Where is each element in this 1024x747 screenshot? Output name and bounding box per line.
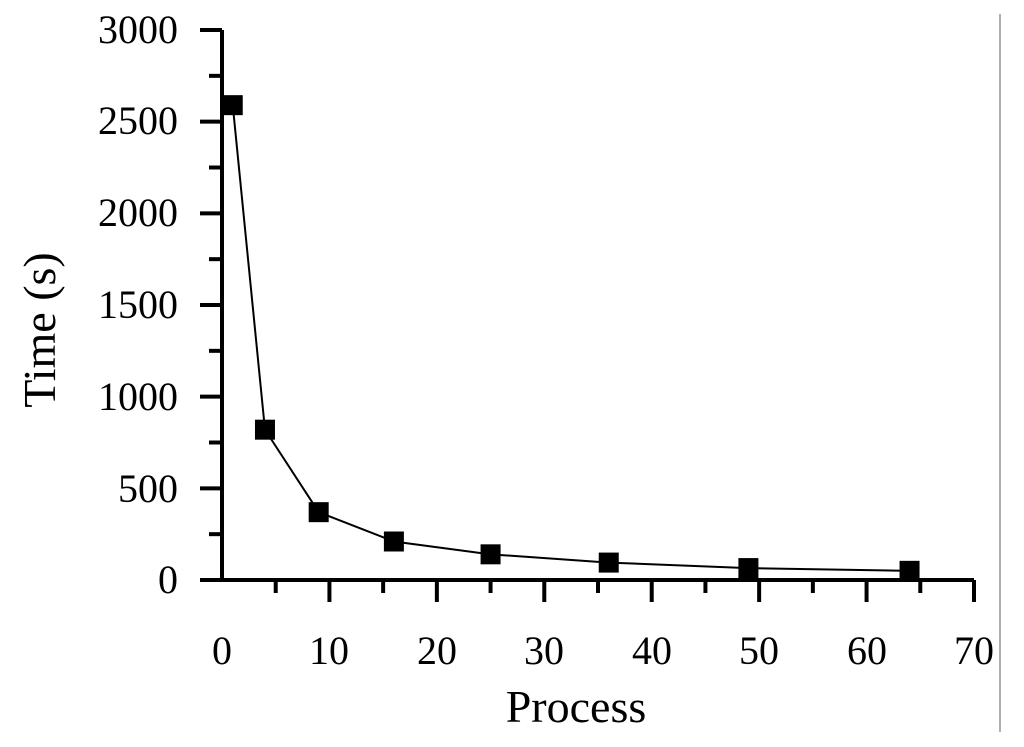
plot-area bbox=[200, 28, 976, 602]
data-point-1 bbox=[254, 419, 275, 440]
y-tick-label-500: 500 bbox=[118, 466, 178, 511]
y-axis-title: Time (s) bbox=[14, 252, 65, 408]
x-tick-label-70: 70 bbox=[954, 628, 994, 673]
y-tick-label-3000: 3000 bbox=[98, 7, 178, 52]
data-point-3 bbox=[383, 531, 404, 552]
y-tick-label-1000: 1000 bbox=[98, 374, 178, 419]
x-tick-label-0: 0 bbox=[212, 628, 232, 673]
x-tick-label-50: 50 bbox=[739, 628, 779, 673]
y-tick-label-2500: 2500 bbox=[98, 98, 178, 143]
data-point-2 bbox=[308, 502, 329, 523]
x-tick-label-40: 40 bbox=[632, 628, 672, 673]
y-tick-label-0: 0 bbox=[158, 557, 178, 602]
y-axis-ticks: 0 500 1000 1500 2000 2500 3000 bbox=[98, 7, 178, 602]
data-point-5 bbox=[598, 552, 619, 573]
y-tick-label-2000: 2000 bbox=[98, 190, 178, 235]
x-tick-label-60: 60 bbox=[847, 628, 887, 673]
x-tick-label-30: 30 bbox=[524, 628, 564, 673]
x-axis-ticks: 0 10 20 30 40 50 60 70 bbox=[212, 628, 994, 673]
data-point-4 bbox=[480, 544, 501, 565]
series-line-0 bbox=[231, 105, 910, 572]
x-tick-label-10: 10 bbox=[309, 628, 349, 673]
y-tick-label-1500: 1500 bbox=[98, 282, 178, 327]
x-axis-title: Process bbox=[506, 681, 647, 732]
x-tick-label-20: 20 bbox=[417, 628, 457, 673]
data-point-7 bbox=[899, 560, 920, 581]
data-point-0 bbox=[222, 95, 243, 116]
data-point-6 bbox=[738, 558, 759, 579]
